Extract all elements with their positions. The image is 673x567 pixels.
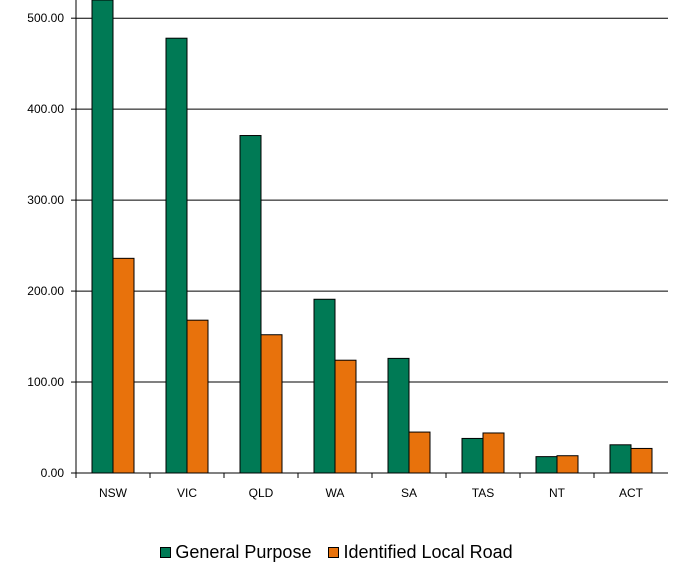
legend: General Purpose Identified Local Road bbox=[0, 542, 673, 563]
axes bbox=[71, 0, 668, 478]
bar-general-purpose-nt bbox=[535, 456, 558, 474]
legend-label-identified-local-road: Identified Local Road bbox=[343, 542, 513, 562]
x-tick-label-wa: WA bbox=[326, 486, 345, 500]
y-tick-label-500: 500.00 bbox=[27, 11, 64, 25]
legend-label-general-purpose: General Purpose bbox=[175, 542, 312, 562]
x-tick-label-tas: TAS bbox=[472, 486, 494, 500]
bar-general-purpose-vic bbox=[165, 37, 188, 474]
bar-general-purpose-sa bbox=[387, 357, 410, 474]
bar-identified-local-road-sa bbox=[408, 431, 431, 474]
legend-swatch-identified-local-road bbox=[328, 547, 340, 558]
bar-general-purpose-act bbox=[609, 444, 632, 474]
bar-identified-local-road-wa bbox=[334, 359, 357, 474]
y-tick-label-0: 0.00 bbox=[41, 466, 65, 480]
x-tick-label-vic: VIC bbox=[177, 486, 197, 500]
legend-item-general-purpose: General Purpose bbox=[160, 542, 311, 563]
x-tick-label-qld: QLD bbox=[249, 486, 274, 500]
legend-swatch-general-purpose bbox=[160, 547, 172, 558]
x-tick-label-nt: NT bbox=[549, 486, 566, 500]
bar-general-purpose-qld bbox=[239, 135, 262, 474]
bar-general-purpose-wa bbox=[313, 298, 336, 474]
x-tick-label-nsw: NSW bbox=[99, 486, 128, 500]
y-tick-label-300: 300.00 bbox=[27, 193, 64, 207]
bars bbox=[91, 0, 653, 474]
bar-general-purpose-tas bbox=[461, 437, 484, 474]
x-tick-label-act: ACT bbox=[619, 486, 644, 500]
gridlines bbox=[76, 17, 668, 383]
bar-identified-local-road-tas bbox=[482, 432, 505, 474]
y-tick-label-200: 200.00 bbox=[27, 284, 64, 298]
bar-identified-local-road-nt bbox=[556, 455, 579, 474]
x-tick-labels: NSW VIC QLD WA SA TAS NT ACT bbox=[99, 486, 644, 500]
bar-identified-local-road-qld bbox=[260, 334, 283, 474]
bar-chart-svg: 0.00 100.00 200.00 300.00 400.00 500.00 NSW VI… bbox=[27, 0, 668, 500]
legend-item-identified-local-road: Identified Local Road bbox=[328, 542, 513, 563]
y-tick-labels: 0.00 100.00 200.00 300.00 400.00 500.00 bbox=[27, 11, 64, 480]
x-tick-label-sa: SA bbox=[401, 486, 417, 500]
bar-identified-local-road-nsw bbox=[112, 257, 135, 474]
y-tick-label-100: 100.00 bbox=[27, 375, 64, 389]
bar-identified-local-road-vic bbox=[186, 319, 209, 474]
y-tick-label-400: 400.00 bbox=[27, 102, 64, 116]
bar-identified-local-road-act bbox=[630, 447, 653, 474]
bar-general-purpose-nsw bbox=[91, 0, 114, 474]
